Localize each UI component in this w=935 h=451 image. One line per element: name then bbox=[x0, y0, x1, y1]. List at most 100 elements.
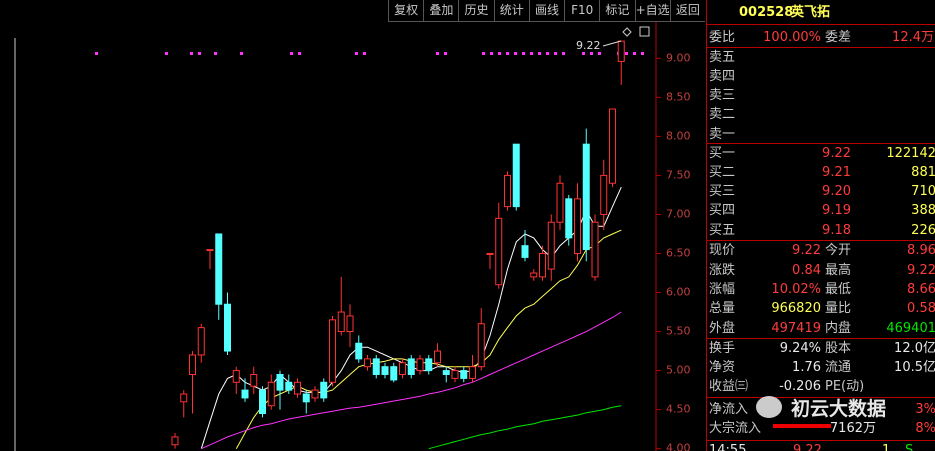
signal-dot bbox=[641, 52, 644, 55]
candle-body bbox=[477, 323, 485, 368]
stat-label: 涨跌 bbox=[709, 262, 736, 278]
signal-dot bbox=[490, 52, 493, 55]
candle-body bbox=[232, 370, 240, 383]
toolbar-button[interactable]: 标记 bbox=[599, 0, 634, 21]
stat-value: 1.76 bbox=[792, 359, 821, 375]
stat-label: 内盘 bbox=[825, 320, 852, 336]
candle-body bbox=[442, 370, 450, 375]
stat-value: 12.0亿 bbox=[894, 340, 935, 356]
stat-label: 外盘 bbox=[709, 320, 736, 336]
signal-dot bbox=[598, 52, 601, 55]
signal-dot bbox=[554, 52, 557, 55]
candle-body bbox=[189, 354, 196, 375]
candle-body bbox=[495, 217, 503, 286]
candle-body bbox=[224, 303, 231, 352]
toolbar-button[interactable]: 返回 bbox=[669, 0, 705, 21]
stat-label: PE(动) bbox=[825, 378, 865, 394]
signal-dot bbox=[190, 52, 193, 55]
stat-value: 9.22 bbox=[792, 242, 821, 258]
y-tick-label: 7.50 bbox=[666, 168, 691, 181]
candle-body bbox=[215, 233, 223, 305]
candle-body bbox=[460, 370, 468, 379]
candle-body bbox=[250, 373, 258, 387]
value: 100.00% bbox=[763, 29, 821, 45]
toolbar-button[interactable]: 历史 bbox=[458, 0, 493, 21]
y-tick-label: 8.50 bbox=[666, 90, 691, 103]
candle-body bbox=[547, 221, 555, 270]
stat-value: 9.22 bbox=[907, 262, 935, 278]
flow-bar bbox=[773, 424, 831, 428]
candle-body bbox=[320, 381, 328, 399]
candle-body bbox=[600, 174, 608, 215]
candle-body bbox=[346, 315, 354, 333]
separator bbox=[707, 24, 935, 25]
toolbar-button[interactable]: +自选 bbox=[634, 0, 670, 21]
flow-label: 大宗流入 bbox=[709, 420, 762, 436]
value: 12.4万 bbox=[892, 29, 934, 45]
candle-body bbox=[206, 249, 214, 252]
stat-label: 最高 bbox=[825, 262, 852, 278]
stat-value: 8.96 bbox=[907, 242, 935, 258]
separator bbox=[707, 440, 935, 441]
candle-body bbox=[381, 366, 389, 375]
y-tick-label: 6.50 bbox=[666, 246, 691, 259]
candle-body bbox=[512, 143, 520, 208]
stat-label: 净资 bbox=[709, 359, 736, 375]
quote-panel: 002528 英飞拓 委比 100.00% 委差 12.4万 卖五 卖四 卖三 卖二 卖一 买一 9.2… bbox=[706, 0, 935, 451]
bid-price: 9.20 bbox=[822, 184, 851, 200]
toolbar-button[interactable]: 叠加 bbox=[423, 0, 458, 21]
signal-dot bbox=[546, 52, 549, 55]
candle-body bbox=[582, 143, 590, 251]
y-tick-label: 6.00 bbox=[666, 286, 691, 299]
stat-label: 最低 bbox=[825, 281, 852, 297]
y-tick-label: 8.00 bbox=[666, 129, 691, 142]
moving-average bbox=[235, 229, 622, 449]
box-icon bbox=[639, 26, 650, 37]
candle-body bbox=[302, 393, 310, 403]
candle-body bbox=[180, 393, 188, 403]
stat-label: 涨幅 bbox=[709, 281, 736, 297]
signal-dot bbox=[363, 52, 366, 55]
candle-body bbox=[469, 366, 476, 379]
candle-body bbox=[276, 373, 284, 391]
flow-label: 净流入 bbox=[709, 401, 749, 417]
kline-chart: 4.00 4.50 5.00 5.50 6.00 6.50 7.00 7.50 8.00 8.50… bbox=[14, 22, 691, 451]
candle-body bbox=[434, 350, 441, 364]
candle-body bbox=[591, 221, 599, 278]
toolbar-button[interactable]: 画线 bbox=[528, 0, 564, 21]
signal-dot bbox=[355, 52, 358, 55]
signal-dot bbox=[95, 52, 98, 55]
ask-label: 卖二 bbox=[709, 107, 736, 123]
y-tick-label: 4.50 bbox=[666, 403, 691, 416]
tick-price: 9.22 bbox=[793, 442, 822, 451]
separator bbox=[707, 397, 935, 398]
watermark: 初云大数据 bbox=[791, 397, 887, 420]
candle-body bbox=[486, 252, 494, 255]
signal-dot bbox=[298, 52, 301, 55]
candle-body bbox=[416, 358, 424, 372]
stat-value: 469401 bbox=[886, 320, 935, 336]
flow-value: 3% bbox=[915, 401, 935, 417]
label: 委差 bbox=[825, 29, 852, 45]
flow-value: 8% bbox=[915, 420, 935, 436]
signal-dot bbox=[538, 52, 541, 55]
y-tick-label: 9.00 bbox=[666, 51, 691, 64]
candle-body bbox=[171, 436, 179, 446]
candle-body bbox=[285, 381, 293, 391]
candle-body bbox=[565, 198, 573, 239]
candle-body bbox=[197, 327, 205, 356]
stat-value: -0.206 bbox=[779, 378, 821, 394]
watermark-icon bbox=[756, 396, 782, 418]
stat-value: 0.58 bbox=[907, 300, 935, 316]
toolbar-button[interactable]: 统计 bbox=[493, 0, 529, 21]
signal-dot bbox=[582, 52, 585, 55]
bid-label: 买四 bbox=[709, 203, 736, 219]
signal-dot bbox=[240, 52, 243, 55]
y-tick-label: 5.50 bbox=[666, 325, 691, 338]
signal-dot bbox=[562, 52, 565, 55]
toolbar-button[interactable]: 复权 bbox=[388, 0, 423, 21]
bid-volume: 226 bbox=[911, 222, 935, 238]
moving-average bbox=[428, 405, 622, 450]
toolbar-button[interactable]: F10 bbox=[564, 0, 599, 21]
separator bbox=[707, 338, 935, 339]
